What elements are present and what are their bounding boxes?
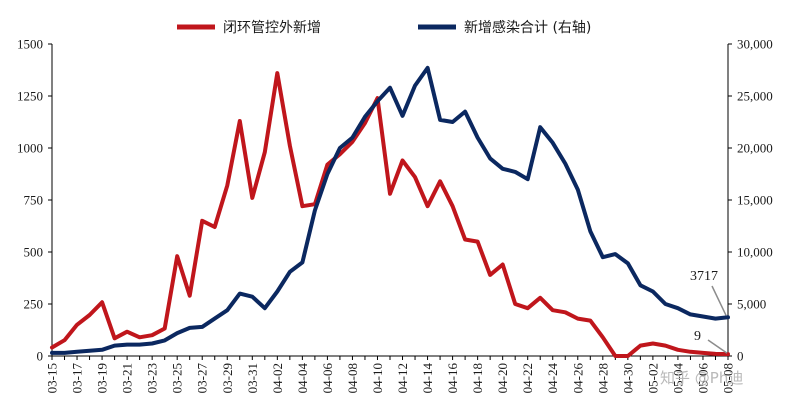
y-left-tick-label: 750 — [24, 193, 44, 208]
x-tick-label: 04-22 — [520, 363, 535, 393]
x-tick-label: 05-04 — [670, 363, 685, 394]
y-left-tick-label: 1250 — [17, 89, 43, 104]
chart-annotations: 3717 9 — [690, 269, 728, 354]
x-tick-label: 04-16 — [445, 363, 460, 394]
annotation-total-last-value: 3717 — [690, 269, 718, 284]
x-tick-label: 05-08 — [721, 363, 736, 393]
x-tick-label: 03-31 — [245, 363, 260, 393]
watermark-text: 知乎 @Ph迪 — [660, 369, 743, 387]
y-right-tick-label: 15,000 — [737, 193, 773, 208]
y-left-tick-label: 500 — [24, 245, 44, 260]
x-tick-label: 03-29 — [220, 363, 235, 393]
x-tick-label: 05-06 — [695, 363, 710, 394]
annotation-local-last-value: 9 — [694, 329, 701, 344]
chart-axes: 0 250 500 750 1000 1250 1500 0 5,000 10,000 15,000… — [17, 37, 773, 394]
x-tick-label: 04-26 — [570, 363, 585, 394]
y-left-tick-label: 0 — [37, 349, 44, 364]
annotation-leader-local — [707, 339, 728, 354]
y-left-tick-label: 1000 — [17, 141, 43, 156]
chart-lines — [50, 65, 730, 358]
x-tick-label: 04-02 — [270, 363, 285, 393]
y-left-tick-label: 250 — [24, 297, 44, 312]
x-tick-label: 03-17 — [70, 363, 85, 394]
legend-label-local-new: 闭环管控外新增 — [223, 20, 321, 36]
x-tick-label: 03-21 — [120, 363, 135, 393]
x-tick-label: 03-23 — [145, 363, 160, 393]
x-tick-label: 04-28 — [595, 363, 610, 393]
x-tick-label: 04-04 — [295, 363, 310, 394]
x-tick-label: 04-06 — [320, 363, 335, 394]
series-line-local-new — [50, 71, 730, 358]
x-tick-label: 04-10 — [370, 363, 385, 393]
y-right-tick-label: 5,000 — [737, 297, 766, 312]
series-line-total-infections — [50, 65, 730, 355]
annotation-leader-total — [711, 285, 727, 316]
y-right-tick-label: 10,000 — [737, 245, 773, 260]
y-right-tick-label: 30,000 — [737, 37, 773, 52]
x-tick-label: 04-14 — [420, 363, 435, 394]
x-tick-label: 04-30 — [620, 363, 635, 393]
x-tick-label: 03-19 — [95, 363, 110, 393]
y-right-tick-label: 25,000 — [737, 89, 773, 104]
x-tick-label: 03-27 — [195, 363, 210, 394]
x-tick-label: 04-12 — [395, 363, 410, 393]
legend-label-total: 新增感染合计 (右轴) — [464, 19, 591, 36]
y-right-tick-label: 0 — [737, 349, 744, 364]
x-tick-label: 04-18 — [470, 363, 485, 393]
x-tick-label: 03-25 — [170, 363, 185, 393]
x-tick-label: 04-08 — [345, 363, 360, 393]
x-tick-label: 05-02 — [645, 363, 660, 393]
y-left-tick-label: 1500 — [17, 37, 43, 52]
y-right-tick-label: 20,000 — [737, 141, 773, 156]
chart-legend: 闭环管控外新增 新增感染合计 (右轴) — [177, 19, 591, 36]
x-tick-label: 03-15 — [45, 363, 60, 393]
x-tick-label: 04-20 — [495, 363, 510, 393]
x-tick-label: 04-24 — [545, 363, 560, 394]
